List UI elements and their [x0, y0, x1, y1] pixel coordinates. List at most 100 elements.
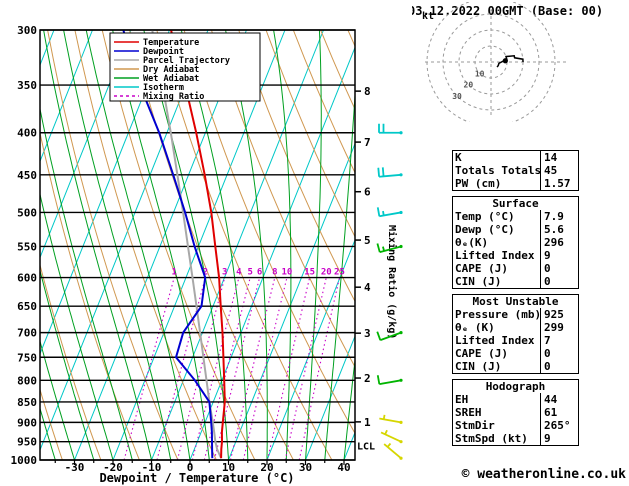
- svg-text:1: 1: [364, 416, 371, 429]
- table-row: Temp (°C) 7.9: [453, 210, 578, 223]
- svg-text:Dewpoint: Dewpoint: [143, 46, 184, 57]
- svg-text:-20: -20: [103, 461, 123, 474]
- svg-text:30: 30: [452, 92, 462, 101]
- svg-text:850: 850: [17, 396, 37, 409]
- mixing-ratio-labels: 1 2 3 4 5 6 8 10 15 20 25: [172, 268, 345, 278]
- table-row: EH 44: [453, 393, 578, 406]
- svg-text:950: 950: [17, 436, 37, 449]
- svg-text:5: 5: [364, 234, 371, 247]
- temperature-curve: [170, 30, 226, 459]
- svg-text:6: 6: [364, 186, 371, 199]
- table-row: CAPE (J) 0: [453, 347, 578, 360]
- svg-text:700: 700: [17, 327, 37, 340]
- svg-text:Temperature: Temperature: [143, 38, 199, 48]
- svg-text:450: 450: [17, 169, 37, 182]
- row-value: 0: [544, 275, 551, 288]
- parcel-curve: [151, 30, 223, 459]
- row-label: CIN (J): [453, 275, 541, 288]
- table-section-most-unstable: Most Unstable Pressure (mb) 925 θₑ (K) 299 Li…: [452, 294, 579, 374]
- row-value: 0: [544, 360, 551, 373]
- row-value: 7: [544, 334, 551, 347]
- kt-label: kt: [422, 11, 434, 22]
- table-section-hodograph: Hodograph EH 44 SREH 61 StmDir 265° StmSpd (kt)…: [452, 379, 579, 446]
- svg-text:10: 10: [222, 461, 235, 474]
- table-row: StmDir 265°: [453, 419, 578, 432]
- row-value: 44: [544, 393, 558, 406]
- table-row: StmSpd (kt) 9: [453, 432, 578, 445]
- row-value: 296: [544, 236, 564, 249]
- svg-text:350: 350: [17, 79, 37, 92]
- svg-text:2: 2: [364, 372, 371, 385]
- row-label: EH: [453, 393, 541, 406]
- row-value: 925: [544, 308, 564, 321]
- section-title: Hodograph: [485, 380, 546, 393]
- svg-text:500: 500: [17, 206, 37, 219]
- svg-text:2: 2: [203, 268, 208, 278]
- row-label: Lifted Index: [453, 249, 541, 262]
- svg-text:550: 550: [17, 240, 37, 253]
- svg-text:650: 650: [17, 300, 37, 313]
- svg-text:20: 20: [260, 461, 273, 474]
- row-value: 9: [544, 432, 551, 445]
- svg-text:800: 800: [17, 374, 37, 387]
- table-row: PW (cm) 1.57: [453, 177, 578, 190]
- row-label: StmDir: [453, 419, 541, 432]
- x-axis-label: Dewpoint / Temperature (°C): [99, 471, 294, 485]
- row-value: 1.57: [544, 177, 571, 190]
- storm-motion-dot: [502, 58, 508, 64]
- row-label: Lifted Index: [453, 334, 541, 347]
- svg-text:8: 8: [364, 85, 371, 98]
- table-row: CIN (J) 0: [453, 360, 578, 373]
- table-row: Dewp (°C) 5.6: [453, 223, 578, 236]
- row-label: SREH: [453, 406, 541, 419]
- svg-text:1000: 1000: [11, 454, 38, 467]
- svg-text:Parcel Trajectory: Parcel Trajectory: [143, 55, 230, 66]
- row-label: StmSpd (kt): [453, 432, 541, 445]
- svg-text:750: 750: [17, 351, 37, 364]
- row-label: Pressure (mb): [455, 308, 541, 321]
- svg-text:1: 1: [172, 268, 177, 278]
- svg-text:3: 3: [222, 268, 227, 278]
- copyright: © weatheronline.co.uk: [461, 467, 626, 482]
- lcl-label: LCL: [357, 441, 375, 452]
- svg-text:8: 8: [272, 268, 277, 278]
- table-row: Lifted Index 9: [453, 249, 578, 262]
- svg-text:15: 15: [304, 268, 315, 278]
- hodograph-axes: [425, 10, 569, 116]
- row-value: 0: [544, 262, 551, 275]
- svg-text:10: 10: [282, 268, 293, 278]
- dewpoint-curve: [122, 30, 214, 459]
- svg-text:Dry Adiabat: Dry Adiabat: [143, 64, 199, 75]
- row-label: K: [453, 151, 541, 164]
- row-label: CAPE (J): [453, 262, 541, 275]
- section-title: Surface: [492, 197, 539, 210]
- row-value: 5.6: [544, 223, 564, 236]
- skewt-chart: 1 2 3 4 5 6 8 10 15 20 253003504004505005506006507…: [10, 24, 403, 485]
- svg-text:40: 40: [337, 461, 350, 474]
- svg-text:Wet Adiabat: Wet Adiabat: [143, 73, 199, 84]
- table-row: Lifted Index 7: [453, 334, 578, 347]
- row-value: 265°: [544, 419, 571, 432]
- mixing-ratio-axis-label: Mixing Ratio (g/kg): [386, 225, 398, 339]
- temp-axis: -30 -20 -10 0 10 20 30 40 Dewpoint / Temperature…: [54, 460, 351, 485]
- svg-text:20: 20: [321, 268, 332, 278]
- wind-barbs: [376, 123, 403, 460]
- svg-text:300: 300: [17, 24, 37, 37]
- table-section-surface: Surface Temp (°C) 7.9 Dewp (°C) 5.6 θₑ(K) 296 L…: [452, 196, 579, 289]
- pressure-axis: 300 350 400 450 500 550 600 650 700 750 800 850 900 9…: [11, 24, 38, 467]
- row-label: CIN (J): [453, 360, 541, 373]
- table-row: θₑ(K) 296: [453, 236, 578, 249]
- svg-text:Mixing Ratio: Mixing Ratio: [143, 91, 204, 102]
- table-section-summary: K 14 Totals Totals 45 PW (cm) 1.57: [452, 150, 579, 191]
- section-title: Most Unstable: [472, 295, 559, 308]
- svg-text:900: 900: [17, 416, 37, 429]
- table-row: Totals Totals 45: [453, 164, 578, 177]
- svg-text:6: 6: [257, 268, 262, 278]
- row-label: Dewp (°C): [453, 223, 541, 236]
- svg-text:5: 5: [247, 268, 252, 278]
- svg-text:3: 3: [364, 327, 371, 340]
- row-value: 9: [544, 249, 551, 262]
- km-axis: 1 2 3 4 5 6 7 8: [355, 85, 371, 429]
- table-row: SREH 61: [453, 406, 578, 419]
